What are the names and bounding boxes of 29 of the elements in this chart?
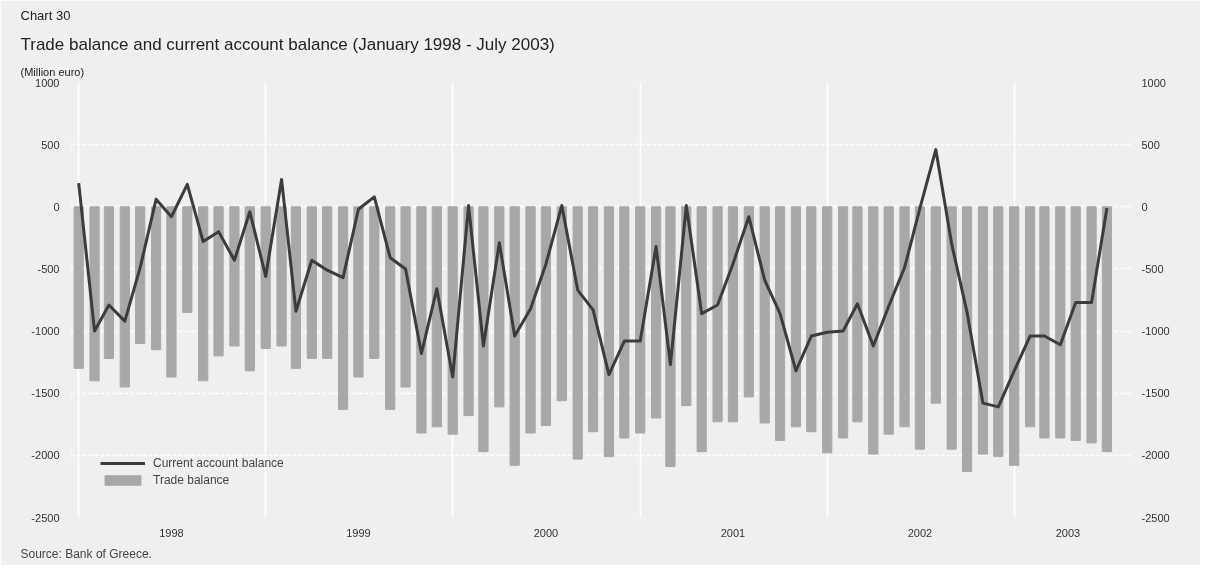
y2-tick-label: -1000	[1141, 325, 1170, 338]
legend-label: Current account balance	[153, 456, 284, 470]
y2-tick-label: 1000	[1141, 76, 1166, 89]
x-tick-label: 2001	[720, 526, 746, 539]
source-note: Source: Bank of Greece.	[20, 546, 152, 561]
caption: Chart 30	[20, 7, 71, 23]
x-tick-label: 1998	[159, 526, 184, 539]
y-tick-label: 1000	[35, 76, 60, 89]
x-tick-label: 2000	[533, 526, 559, 539]
y2-tick-label: 0	[1141, 200, 1148, 213]
y-tick-label: -1500	[31, 387, 60, 400]
x-tick-label: 2003	[1055, 526, 1081, 539]
y2-tick-label: -500	[1141, 262, 1164, 275]
chart-title: Trade balance and current account balance (January 1998 - July 2003)	[20, 34, 555, 54]
y-tick-label: -2000	[31, 449, 60, 462]
y-tick-label: 500	[41, 138, 60, 151]
chart-subtitle: (Million euro)	[20, 65, 85, 78]
y-tick-label: -500	[37, 262, 60, 275]
y-tick-label: 0	[53, 200, 60, 213]
x-tick-label: 2002	[907, 526, 933, 539]
y-tick-label: -1000	[31, 325, 60, 338]
y2-tick-label: 500	[1141, 138, 1160, 151]
x-tick-label: 1999	[346, 526, 371, 539]
y2-tick-label: -1500	[1141, 387, 1170, 400]
legend-label: Trade balance	[153, 473, 230, 487]
line-series	[77, 148, 1109, 409]
y-tick-label: -2500	[31, 511, 60, 524]
y2-tick-label: -2000	[1141, 449, 1170, 462]
y2-tick-label: -2500	[1141, 511, 1170, 524]
